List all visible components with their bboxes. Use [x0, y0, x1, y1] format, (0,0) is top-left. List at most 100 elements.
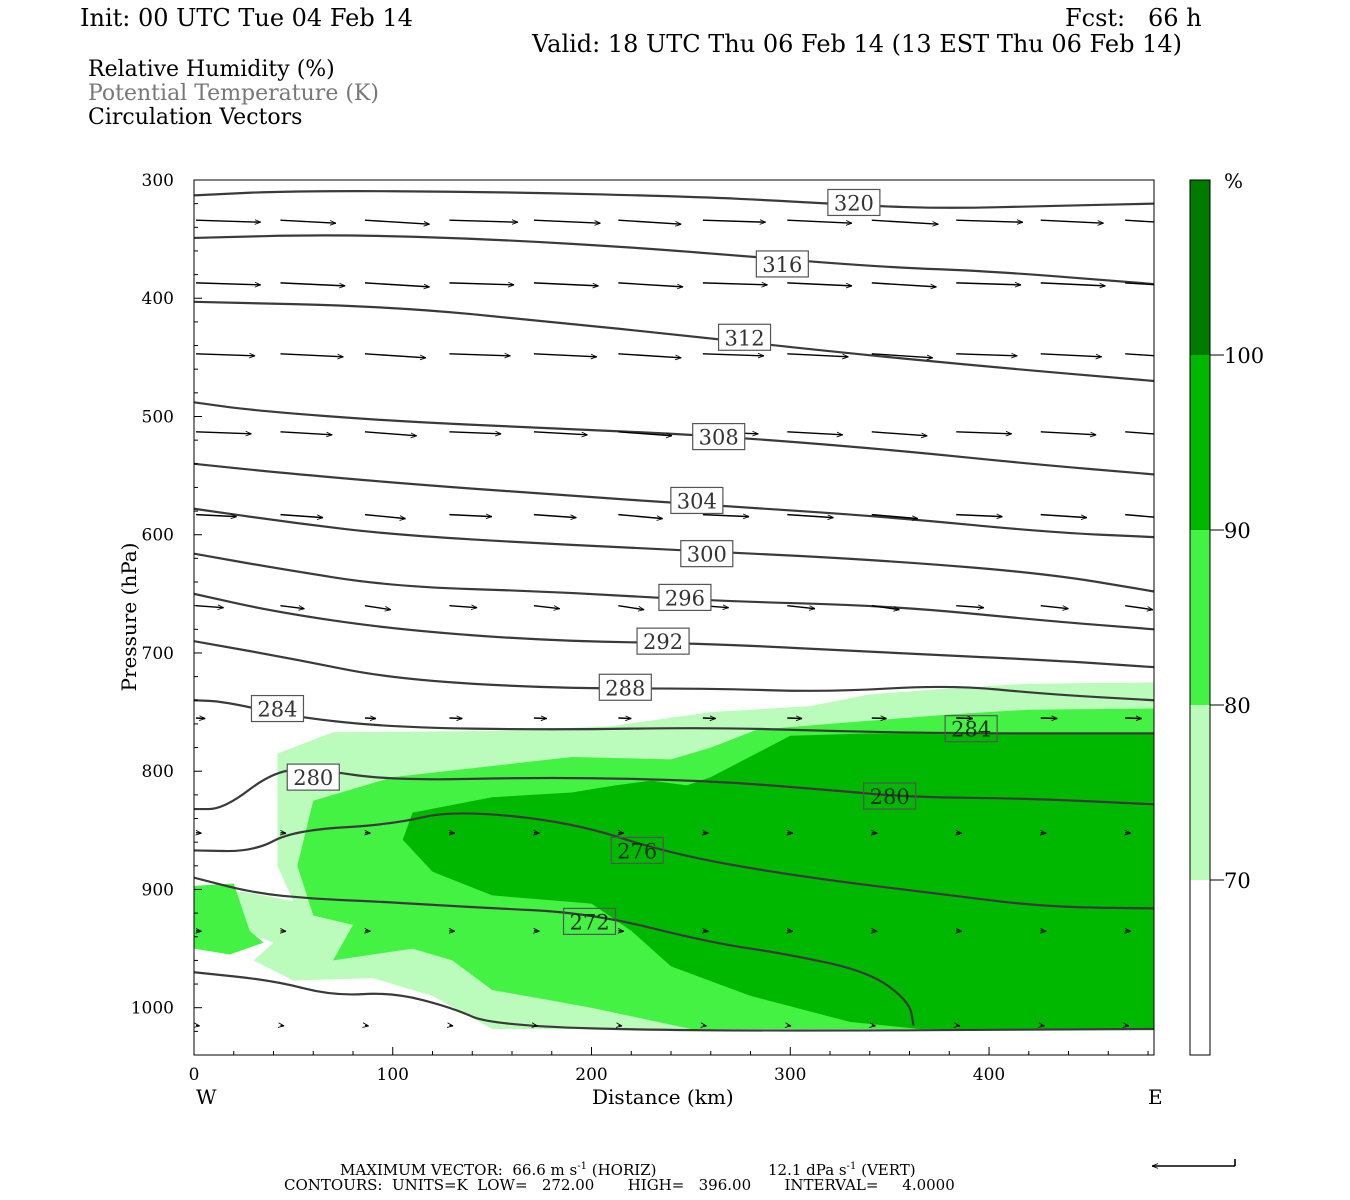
vector-arrow-r0-c9: [956, 220, 1023, 222]
vector-arrow-r4-c0: [195, 515, 237, 517]
vector-arrow-r3-c11: [1125, 431, 1154, 435]
vector-arrow-r3-c4: [533, 431, 588, 435]
relative-humidity-fill: [194, 682, 1154, 1029]
contour-label-280: 280: [293, 766, 333, 790]
vector-arrow-r1-c6: [702, 283, 768, 285]
contour-label-284: 284: [257, 698, 297, 722]
y-tick-label-300: 300: [142, 171, 174, 191]
vector-arrow-r1-c9: [956, 283, 1021, 285]
vector-arrow-r0-c4: [533, 219, 601, 223]
y-tick-label-900: 900: [142, 880, 174, 900]
vector-arrow-r7-c0: [196, 833, 202, 834]
contour-label-box-13: [610, 836, 664, 865]
vector-arrow-r0-c10: [1040, 219, 1104, 223]
vector-arrow-r5-c7: [787, 604, 815, 609]
vector-arrow-r4-c9: [956, 515, 1002, 517]
vector-arrow-r4-c11: [1125, 513, 1154, 518]
vector-arrow-r3-c2: [364, 431, 417, 436]
y-axis-label: Pressure (hPa): [117, 543, 141, 692]
contour-label-296: 296: [665, 586, 705, 610]
vector-arrow-r9-c1: [280, 1025, 284, 1026]
vector-arrow-r1-c4: [533, 282, 599, 286]
contour-label-320: 320: [834, 191, 874, 215]
vector-arrow-r3-c9: [956, 432, 1012, 434]
vector-arrow-r9-c10: [1041, 1025, 1045, 1026]
vector-arrow-r5-c5: [618, 604, 644, 610]
x-tick-label-400: 400: [973, 1065, 1005, 1085]
vector-arrow-r0-c2: [364, 219, 430, 224]
contour-label-box-2: [717, 323, 772, 351]
contour-label-284: 284: [951, 718, 991, 742]
vector-arrow-r8-c6: [703, 931, 709, 932]
vector-arrow-r8-c8: [872, 931, 878, 932]
contour-label-box-6: [658, 583, 712, 611]
contour-label-316: 316: [762, 253, 802, 277]
forecast-hour: Fcst: 66 h: [1065, 4, 1202, 32]
max-vector-horiz-value: MAXIMUM VECTOR: 66.6 m s: [340, 1161, 578, 1179]
vector-arrow-r6-c11: [1125, 718, 1142, 719]
vector-arrow-r2-c8: [871, 353, 933, 358]
vector-arrow-r7-c7: [787, 833, 793, 834]
x-tick-label-100: 100: [377, 1065, 409, 1085]
vector-arrow-r2-c7: [787, 353, 848, 357]
vector-arrow-r9-c9: [956, 1025, 960, 1026]
colorbar-segment-4: [1190, 880, 1210, 1055]
plot-frame: [193, 179, 1155, 1056]
theta-contour-312: [194, 300, 1154, 383]
vector-arrow-r9-c7: [787, 1025, 791, 1026]
legend-potential-temperature: Potential Temperature (K): [88, 81, 379, 106]
contour-label-box-3: [692, 422, 746, 451]
vector-arrow-r8-c2: [365, 931, 371, 932]
vector-arrow-r7-c9: [956, 833, 962, 834]
vector-arrow-r3-c10: [1040, 431, 1097, 435]
vector-arrow-r2-c9: [956, 354, 1017, 356]
theta-contour-272: [194, 876, 915, 1026]
vector-arrow-r8-c9: [956, 931, 962, 932]
colorbar-tick-label-80: 80: [1224, 694, 1251, 718]
vector-arrow-r2-c13: [1294, 354, 1350, 357]
max-vector-vert-tag: (VERT): [856, 1161, 916, 1179]
x-tick-label-200: 200: [575, 1065, 607, 1085]
max-vector-vert-note: 12.1 dPa s-1 (VERT): [768, 1158, 916, 1179]
vector-arrow-r6-c3: [449, 718, 462, 719]
vector-arrow-r5-c10: [1040, 604, 1069, 609]
vector-arrow-r2-c1: [280, 353, 343, 357]
contour-label-box-11: [286, 763, 340, 791]
west-label: W: [196, 1085, 217, 1109]
init-time: Init: 00 UTC Tue 04 Feb 14: [80, 4, 413, 32]
rh-region-80-90-2: [194, 883, 264, 955]
colorbar: 100 90 80 70: [1189, 179, 1264, 1056]
vector-arrow-r0-c8: [871, 219, 939, 224]
vector-arrow-r8-c5: [618, 931, 624, 932]
contour-label-288: 288: [605, 676, 645, 700]
vector-arrow-r1-c11: [1125, 282, 1154, 286]
vector-arrow-r2-c4: [533, 353, 597, 357]
theta-contour-308: [194, 401, 1154, 476]
vector-arrow-r3-c8: [871, 431, 928, 436]
x-tick-label-300: 300: [774, 1065, 806, 1085]
vector-arrow-r6-c12: [1210, 718, 1227, 719]
contour-label-308: 308: [699, 426, 739, 450]
theta-contour-300: [194, 507, 1154, 593]
vector-arrow-r0-c13: [1294, 220, 1350, 223]
vector-arrow-r9-c2: [365, 1025, 369, 1026]
vector-arrow-r6-c13: [1294, 718, 1311, 719]
colorbar-segment-0: [1190, 180, 1210, 355]
vector-arrow-r5-c3: [449, 606, 477, 608]
vector-arrow-r1-c0: [195, 283, 261, 285]
vector-arrow-r4-c8: [871, 513, 918, 519]
vector-arrow-r9-c8: [872, 1025, 876, 1026]
vector-arrow-r0-c11: [1125, 219, 1154, 223]
circulation-vectors: [195, 219, 1350, 1026]
contour-label-box-7: [636, 627, 690, 655]
vector-arrow-r5-c12: [1210, 606, 1238, 608]
vector-arrow-r0-c7: [787, 219, 852, 223]
vector-arrow-r8-c11: [1125, 931, 1131, 932]
vector-arrow-r1-c12: [1210, 283, 1275, 285]
vector-arrow-r7-c4: [534, 833, 540, 834]
vector-arrow-r9-c6: [703, 1025, 707, 1026]
vector-arrow-r9-c13: [1294, 1025, 1298, 1026]
theta-contour-276: [194, 812, 1154, 910]
vector-arrow-r0-c5: [618, 219, 681, 224]
colorbar-frame: [1189, 179, 1211, 1056]
